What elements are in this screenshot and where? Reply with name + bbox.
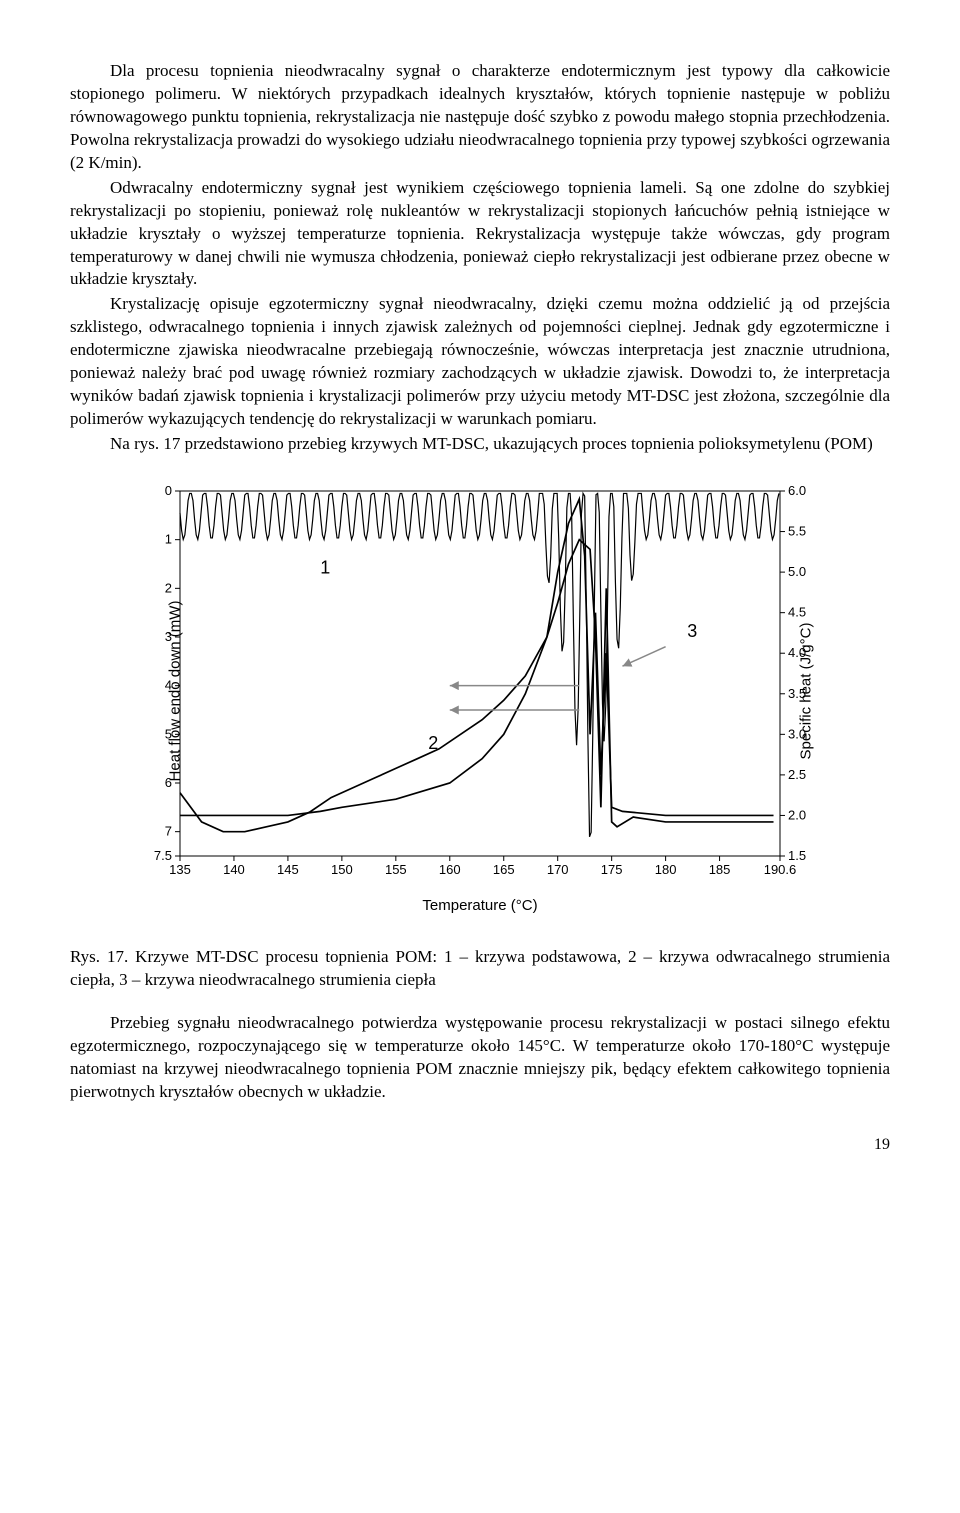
figure-caption: Rys. 17. Krzywe MT-DSC procesu topnienia… — [70, 946, 890, 992]
svg-text:2: 2 — [165, 580, 172, 595]
svg-text:2.5: 2.5 — [788, 767, 806, 782]
svg-text:0: 0 — [165, 483, 172, 498]
svg-text:190.6: 190.6 — [764, 862, 797, 877]
page-number: 19 — [70, 1134, 890, 1156]
paragraph-1: Dla procesu topnienia nieodwracalny sygn… — [70, 60, 890, 175]
svg-text:140: 140 — [223, 862, 245, 877]
svg-text:150: 150 — [331, 862, 353, 877]
y-axis-label-right: Specific heat (J/g°C) — [796, 622, 816, 759]
svg-text:145: 145 — [277, 862, 299, 877]
y-axis-label-left: Heat flow endo down (mW) — [165, 600, 185, 781]
svg-text:175: 175 — [601, 862, 623, 877]
paragraph-3: Krystalizację opisuje egzotermiczny sygn… — [70, 293, 890, 431]
svg-text:165: 165 — [493, 862, 515, 877]
mt-dsc-chart: 135 140 145 150 155 160 165 170 175 180 185 190.6 0 1… — [120, 476, 840, 906]
svg-text:6.0: 6.0 — [788, 483, 806, 498]
svg-text:155: 155 — [385, 862, 407, 877]
svg-text:5.5: 5.5 — [788, 523, 806, 538]
svg-text:1: 1 — [165, 532, 172, 547]
svg-text:180: 180 — [655, 862, 677, 877]
svg-text:4.5: 4.5 — [788, 605, 806, 620]
svg-text:135: 135 — [169, 862, 191, 877]
paragraph-2: Odwracalny endotermiczny sygnał jest wyn… — [70, 177, 890, 292]
svg-text:185: 185 — [709, 862, 731, 877]
svg-text:7.5: 7.5 — [154, 848, 172, 863]
svg-text:2: 2 — [428, 733, 438, 753]
svg-text:5.0: 5.0 — [788, 564, 806, 579]
x-axis-label: Temperature (°C) — [422, 896, 537, 916]
svg-text:7: 7 — [165, 824, 172, 839]
paragraph-4: Na rys. 17 przedstawiono przebieg krzywy… — [70, 433, 890, 456]
svg-text:2.0: 2.0 — [788, 807, 806, 822]
svg-text:1: 1 — [320, 558, 330, 578]
svg-text:160: 160 — [439, 862, 461, 877]
svg-text:1.5: 1.5 — [788, 848, 806, 863]
svg-text:3: 3 — [687, 621, 697, 641]
svg-text:170: 170 — [547, 862, 569, 877]
paragraph-5: Przebieg sygnału nieodwracalnego potwier… — [70, 1012, 890, 1104]
